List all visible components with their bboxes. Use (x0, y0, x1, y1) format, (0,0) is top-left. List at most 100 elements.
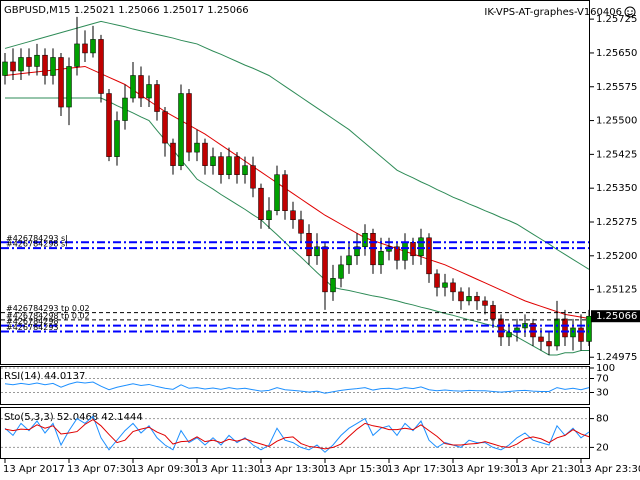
candle-body (10, 61, 16, 72)
candle-body (130, 75, 136, 99)
candle-body (242, 165, 248, 175)
candle-body (434, 273, 440, 288)
candle-body (250, 165, 256, 189)
candle-body (474, 296, 480, 302)
candle-body (346, 255, 352, 266)
x-tick-label: 13 Apr 09:30 (131, 464, 196, 475)
candle-body (418, 237, 424, 257)
candle-body (90, 39, 96, 54)
candle-body (178, 93, 184, 166)
candle-body (98, 39, 104, 94)
candle-body (18, 57, 24, 72)
stoch-panel-frame (0, 407, 590, 459)
smiley-icon (624, 6, 636, 18)
y-tick-label: 80 (596, 414, 609, 425)
rsi-panel-frame (0, 366, 590, 405)
candle-body (538, 336, 544, 342)
trade-level-label: #426784293 sl (6, 234, 67, 243)
candle-body (442, 282, 448, 288)
x-tick-label: 13 Apr 17:30 (387, 464, 452, 475)
candle-body (506, 332, 512, 338)
y-tick-label: 1.25575 (596, 82, 637, 93)
candle-body (306, 233, 312, 257)
candle-body (74, 43, 80, 67)
candle-body (498, 318, 504, 338)
candle-body (402, 242, 408, 261)
candle-body (146, 84, 152, 99)
candle-body (202, 142, 208, 166)
candle-body (266, 210, 272, 220)
candle-body (530, 323, 536, 338)
candle-body (162, 111, 168, 144)
candle-body (466, 296, 472, 302)
candle-body (330, 278, 336, 293)
y-tick-label: 1.25500 (596, 116, 637, 127)
candle-body (450, 282, 456, 293)
x-tick-label: 13 Apr 21:30 (515, 464, 580, 475)
candle-body (298, 219, 304, 234)
candle-body (114, 120, 120, 157)
candle-body (194, 142, 200, 153)
y-tick-label: 30 (596, 388, 609, 399)
candle-body (362, 233, 368, 248)
candle-body (186, 93, 192, 153)
candle-body (562, 318, 568, 338)
panel-title: RSI(14) 44.0137 (4, 371, 85, 382)
candle-body (210, 156, 216, 166)
trade-level-label: #426784298 (6, 317, 59, 326)
candle-body (66, 66, 72, 108)
y-tick-label: 20 (596, 442, 609, 453)
candle-body (42, 54, 48, 76)
candle-body (586, 315, 592, 342)
y-tick-label: 1.25425 (596, 149, 637, 160)
y-tick-label: 1.25275 (596, 217, 637, 228)
candle-body (58, 57, 64, 108)
candle-body (138, 75, 144, 99)
indicator-line (4, 381, 590, 394)
candle-body (322, 246, 328, 293)
candle-body (50, 57, 56, 76)
x-tick-label: 13 Apr 23:30 (579, 464, 640, 475)
trade-level-label: #426784298 tp 0.02 (6, 311, 90, 320)
panel-title: GBPUSD,M15 1.25021 1.25066 1.25017 1.250… (4, 5, 249, 16)
candle-body (2, 61, 8, 76)
candle-body (218, 156, 224, 175)
y-tick-label: 1.25650 (596, 48, 637, 59)
x-tick-label: 13 Apr 19:30 (451, 464, 516, 475)
candle-body (26, 57, 32, 67)
candle-body (394, 246, 400, 261)
y-tick-label: 1.25725 (596, 14, 637, 25)
candle-body (378, 251, 384, 266)
trade-level-label: #426784293 (6, 323, 59, 332)
last-price-label: 1.25066 (596, 311, 637, 322)
x-tick-label: 13 Apr 11:30 (195, 464, 260, 475)
candle-body (282, 174, 288, 211)
candle-body (234, 156, 240, 175)
candle-body (314, 246, 320, 257)
candle-body (170, 142, 176, 166)
y-tick-label: 100 (596, 363, 615, 374)
trade-level-label: #426784293 tp 0.02 (6, 304, 90, 313)
main-panel-frame (0, 0, 590, 365)
candle-body (34, 54, 40, 67)
panel-title: Sto(5,3,3) 52.0468 42.1444 (4, 412, 143, 423)
indicator-line (5, 97, 589, 356)
y-tick-label: 1.25125 (596, 285, 637, 296)
candle-body (154, 84, 160, 112)
candle-body (274, 174, 280, 211)
x-tick-label: 13 Apr 13:30 (259, 464, 324, 475)
x-tick-label: 13 Apr 2017 (3, 464, 65, 475)
candle-body (106, 93, 112, 157)
indicator-line (4, 418, 590, 450)
candle-body (458, 291, 464, 302)
candle-body (482, 300, 488, 306)
candle-body (226, 156, 232, 175)
indicator-line (4, 415, 590, 453)
y-tick-label: 70 (596, 374, 609, 385)
candle-body (338, 264, 344, 279)
y-tick-label: 1.24975 (596, 352, 637, 363)
candle-body (426, 237, 432, 275)
